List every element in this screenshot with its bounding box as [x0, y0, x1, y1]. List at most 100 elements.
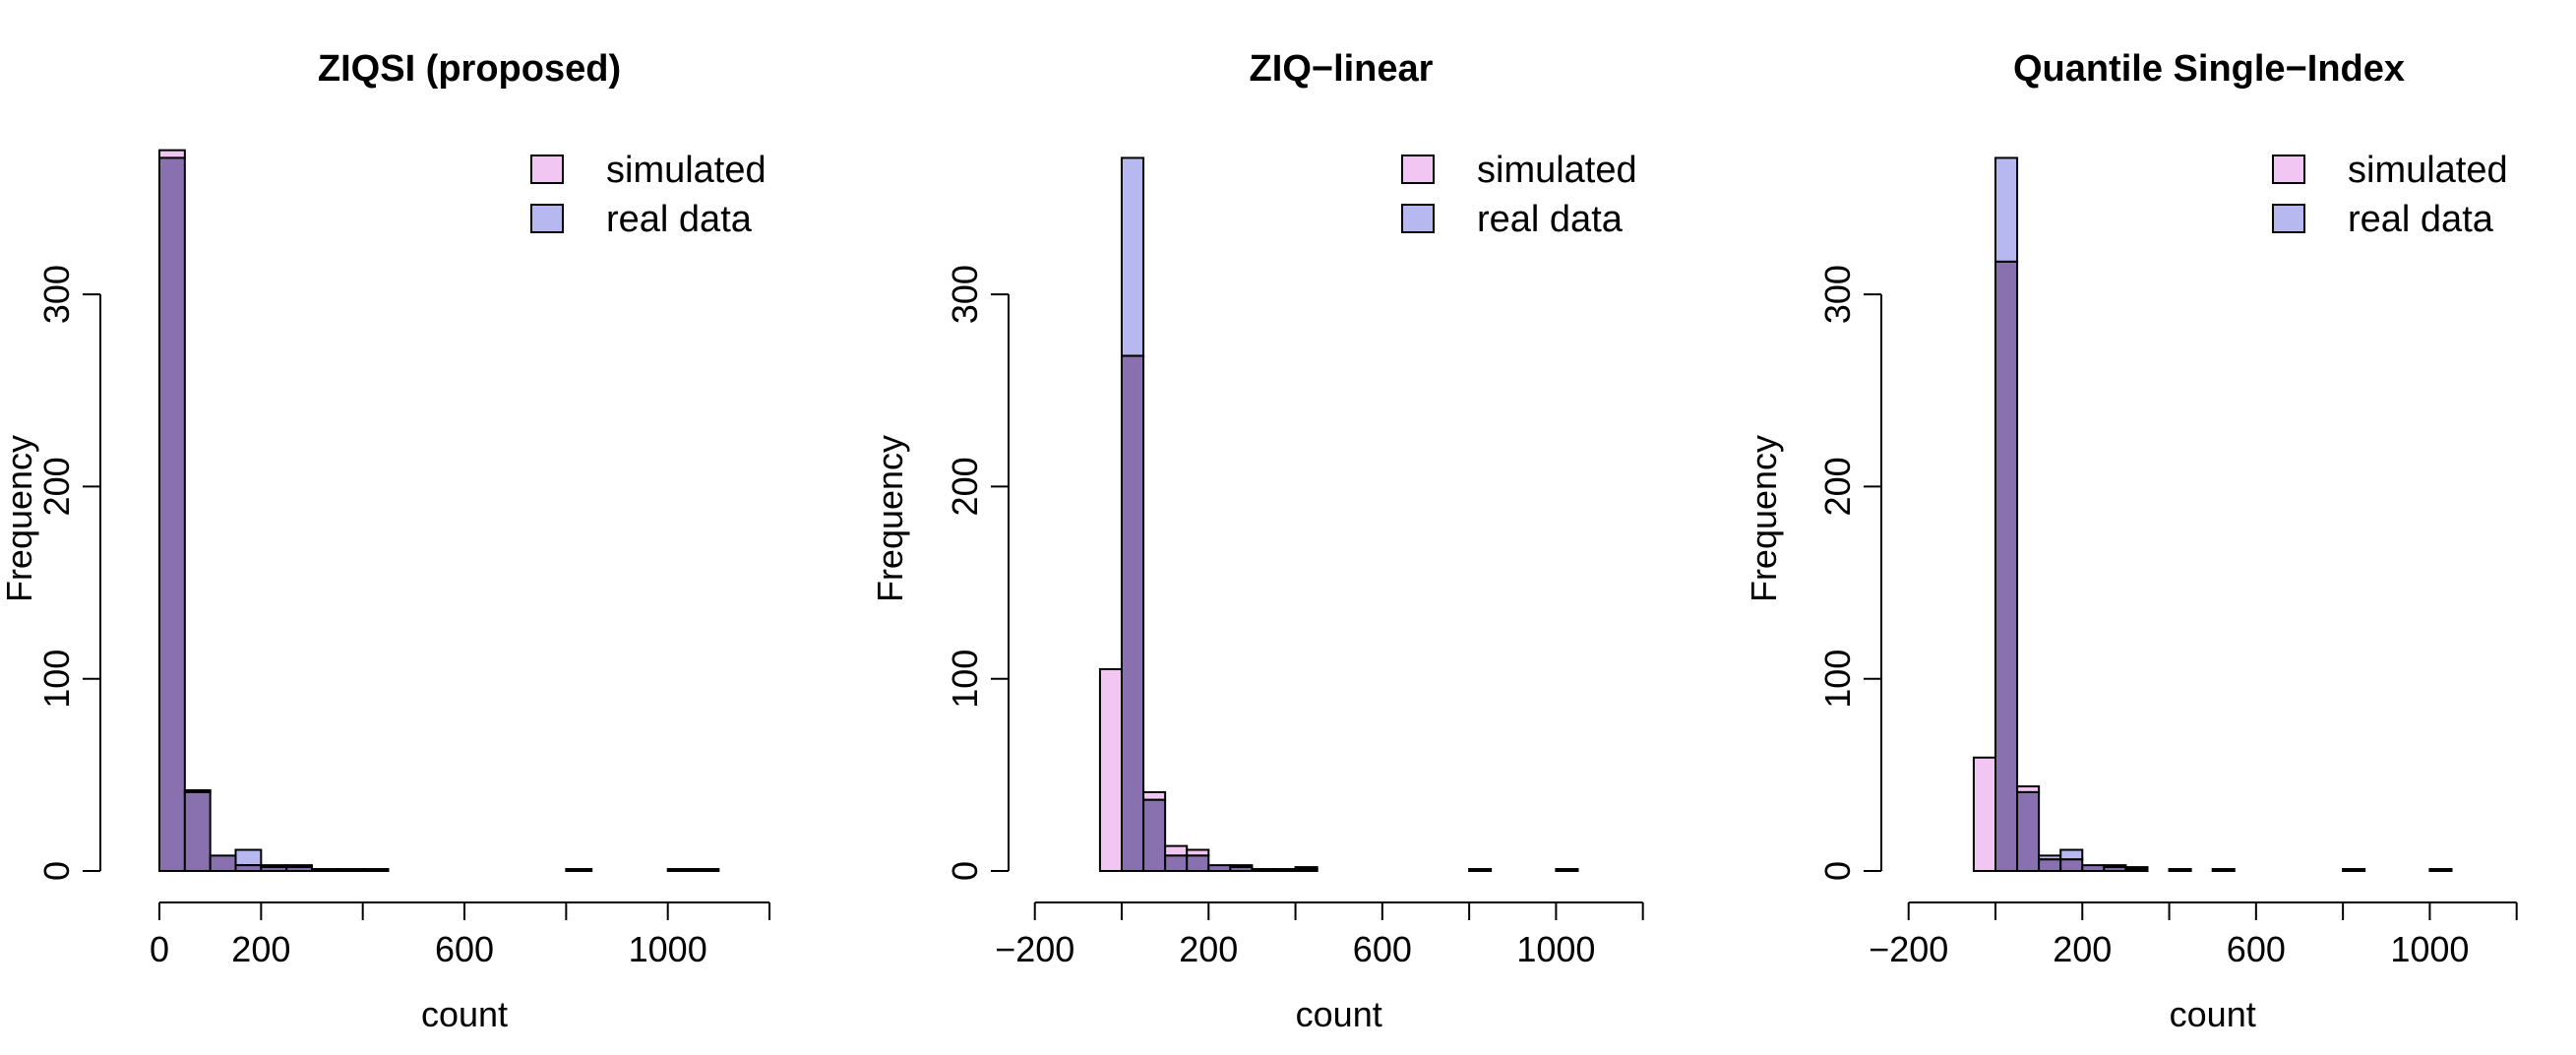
- overlap-bar: [1164, 854, 1189, 872]
- y-tick-label: 200: [945, 457, 985, 516]
- overlap-bar: [1251, 868, 1275, 872]
- legend-swatch: [2272, 204, 2305, 233]
- x-tick-label: 200: [2053, 929, 2112, 969]
- legend-swatch: [2272, 155, 2305, 184]
- overlap-bar: [2059, 858, 2084, 872]
- y-tick-label: 300: [945, 265, 985, 324]
- overlap-bar: [361, 868, 390, 872]
- overlap-bar: [209, 854, 237, 872]
- panel-quantile-single-index: Quantile Single−Index −200 200 600 1000coun…: [1744, 48, 2518, 1034]
- histogram-bars: [158, 149, 720, 872]
- overlap-bar: [2038, 858, 2062, 872]
- x-tick-label: 600: [2227, 929, 2286, 969]
- legend: simulated real data: [2272, 150, 2508, 240]
- overlap-bar: [1142, 798, 1167, 873]
- x-tick-label: 200: [231, 929, 290, 969]
- x-axis-label: count: [1296, 994, 1382, 1034]
- y-tick-label: 200: [1817, 457, 1858, 516]
- overlap-bar: [2103, 866, 2127, 872]
- y-tick-label: 0: [945, 861, 985, 881]
- x-tick-label: 200: [1179, 929, 1238, 969]
- overlap-bar: [183, 790, 212, 872]
- overlap-bar: [2342, 868, 2366, 872]
- chart-title: Quantile Single−Index: [2013, 48, 2405, 90]
- x-tick-label: −200: [1869, 929, 1948, 969]
- overlap-bar: [234, 864, 263, 872]
- legend-swatch: [1401, 155, 1435, 184]
- overlap-bar: [2211, 868, 2236, 872]
- x-tick-label: 1000: [2390, 929, 2469, 969]
- legend-label: simulated: [1477, 150, 1637, 191]
- x-tick-label: 0: [150, 929, 169, 969]
- y-axis-label: Frequency: [870, 435, 910, 602]
- overlap-bar: [2081, 864, 2106, 872]
- x-tick-label: 600: [435, 929, 494, 969]
- y-tick-label: 0: [36, 861, 77, 881]
- panel-ziq-linear: ZIQ−linear −200 200 600 1000 count 0 100 200 300…: [870, 48, 1644, 1034]
- overlap-bar: [2124, 868, 2149, 872]
- overlap-bar: [2428, 868, 2453, 872]
- chart-title: ZIQ−linear: [1250, 48, 1434, 90]
- simulated-bar: [158, 149, 186, 159]
- x-axis-label: count: [2170, 994, 2256, 1034]
- simulated-bar: [1972, 756, 1997, 873]
- x-tick-label: 1000: [1516, 929, 1595, 969]
- overlap-bar: [2016, 790, 2041, 872]
- real-data-bar: [234, 848, 263, 867]
- legend-label: simulated: [2348, 150, 2508, 191]
- legend-label: real data: [1477, 199, 1624, 240]
- simulated-bar: [1098, 667, 1124, 872]
- x-tick-label: −200: [995, 929, 1074, 969]
- overlap-bar: [1555, 868, 1579, 872]
- overlap-bar: [336, 868, 364, 872]
- overlap-bar: [260, 866, 288, 872]
- legend-label: simulated: [606, 150, 767, 191]
- overlap-bar: [158, 156, 186, 872]
- legend-label: real data: [606, 199, 753, 240]
- overlap-bar: [1121, 354, 1145, 872]
- simulated-bar: [1142, 790, 1167, 801]
- y-axis-label: Frequency: [1744, 435, 1784, 602]
- overlap-bar: [285, 866, 314, 872]
- overlap-bar: [1468, 868, 1493, 872]
- y-tick-label: 100: [1817, 650, 1858, 709]
- overlap-bar: [666, 868, 695, 872]
- y-axis: 0 100 200 300 Frequency: [0, 265, 101, 881]
- chart-title: ZIQSI (proposed): [318, 48, 621, 90]
- y-axis: 0 100 200 300 Frequency: [870, 265, 1010, 881]
- real-data-bar: [1994, 156, 2019, 263]
- histogram-bars: [1972, 156, 2453, 873]
- x-axis-label: count: [421, 994, 508, 1034]
- y-tick-label: 0: [1817, 861, 1858, 881]
- legend: simulated real data: [530, 150, 767, 240]
- overlap-bar: [311, 868, 338, 872]
- legend-swatch: [530, 204, 564, 233]
- x-axis: −200 200 600 1000 count: [1869, 901, 2518, 1034]
- legend-swatch: [1401, 204, 1435, 233]
- overlap-bar: [1994, 260, 2019, 872]
- legend-label: real data: [2348, 199, 2494, 240]
- overlap-bar: [2168, 868, 2192, 872]
- overlap-bar: [1186, 854, 1210, 872]
- y-tick-label: 200: [36, 457, 77, 516]
- overlap-bar: [1272, 868, 1297, 872]
- y-tick-label: 300: [36, 265, 77, 324]
- x-tick-label: 1000: [629, 929, 707, 969]
- y-axis-label: Frequency: [0, 435, 39, 602]
- panel-ziqsi: ZIQSI (proposed) 0 200 600 1000 count 0 100 200…: [0, 48, 771, 1034]
- y-tick-label: 100: [36, 650, 77, 709]
- real-data-bar: [2059, 848, 2084, 861]
- x-axis: 0 200 600 1000 count: [150, 901, 771, 1034]
- histogram-bars: [1098, 156, 1579, 873]
- real-data-bar: [1121, 156, 1145, 357]
- legend-swatch: [530, 155, 564, 184]
- overlap-bar: [565, 868, 593, 872]
- x-axis: −200 200 600 1000 count: [995, 901, 1644, 1034]
- overlap-bar: [1229, 866, 1254, 872]
- y-tick-label: 300: [1817, 265, 1858, 324]
- y-tick-label: 100: [945, 650, 985, 709]
- simulated-bar: [1164, 844, 1189, 857]
- overlap-bar: [1294, 868, 1319, 872]
- overlap-bar: [1207, 864, 1232, 872]
